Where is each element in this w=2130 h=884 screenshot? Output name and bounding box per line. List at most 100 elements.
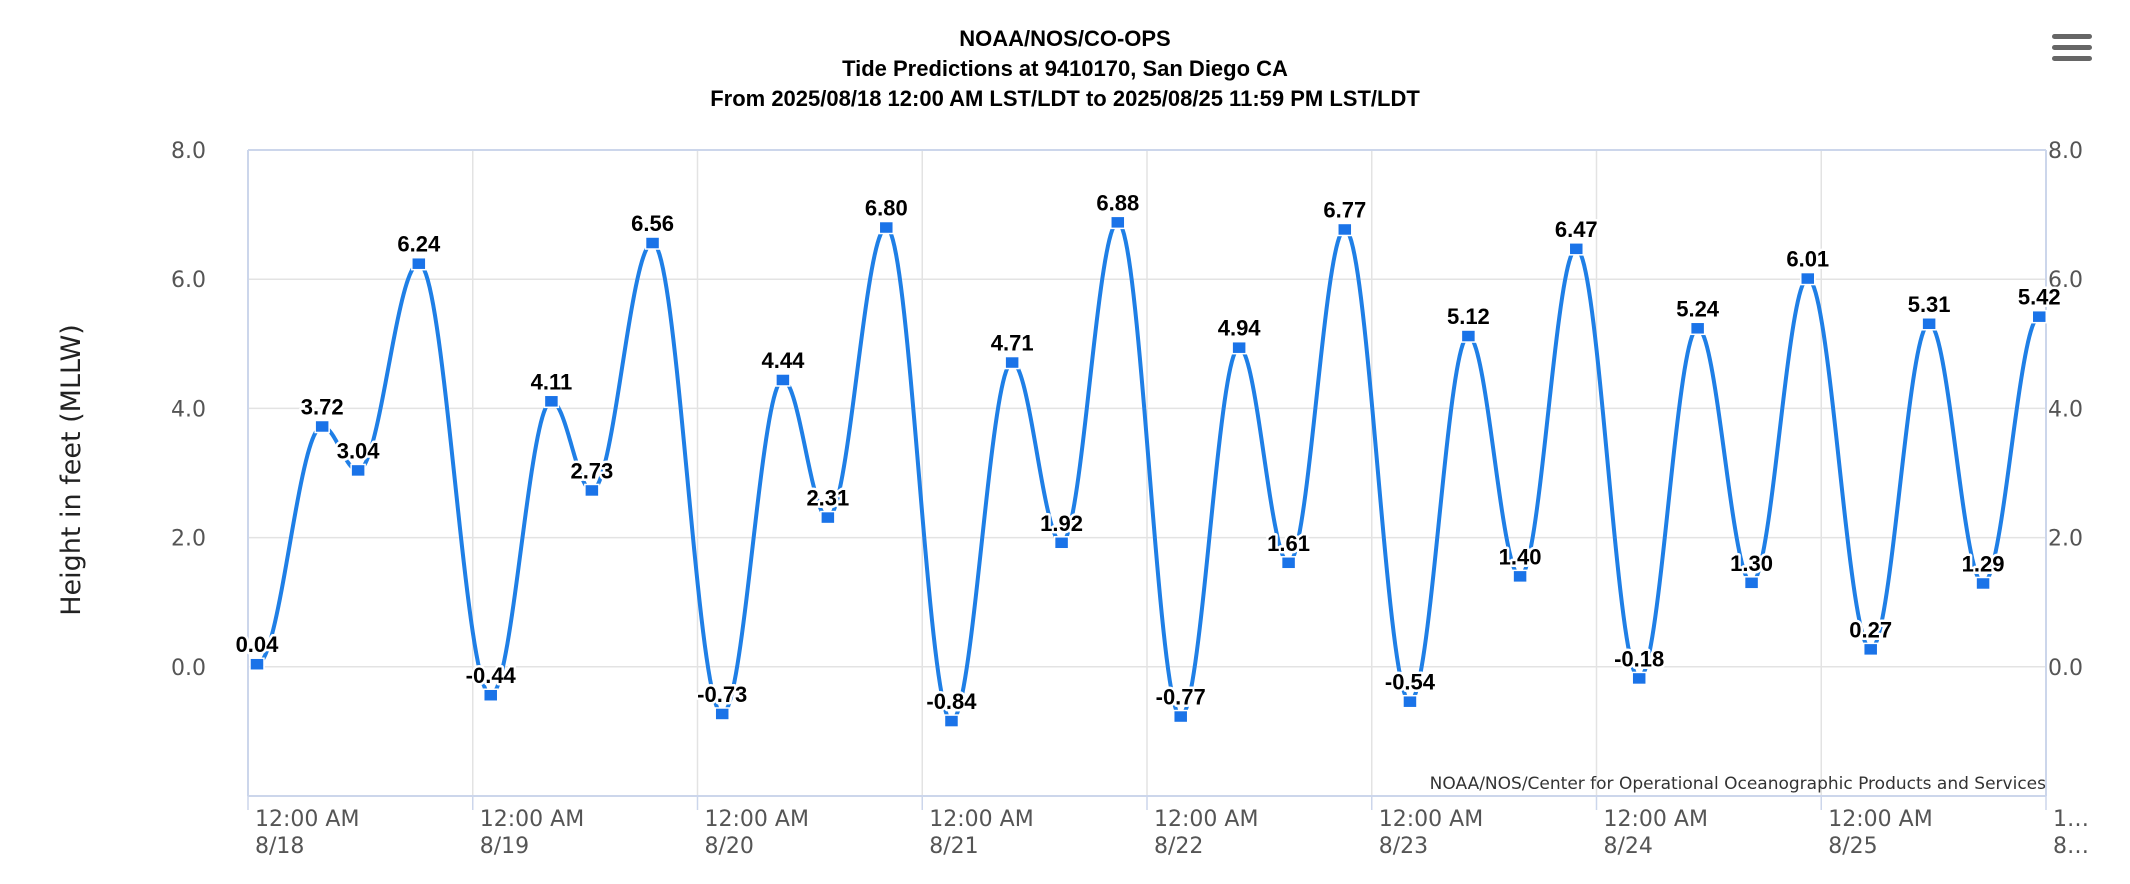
data-point-label: 0.04 bbox=[236, 632, 280, 657]
data-point-marker[interactable] bbox=[714, 707, 730, 721]
data-point-label: 2.73 bbox=[570, 458, 613, 483]
data-point-marker[interactable] bbox=[1800, 271, 1816, 286]
credit-text: NOAA/NOS/Center for Operational Oceanogr… bbox=[1430, 774, 2046, 794]
data-point-label: -0.18 bbox=[1614, 646, 1664, 671]
data-point-marker[interactable] bbox=[2031, 309, 2048, 324]
data-point-marker[interactable] bbox=[1512, 569, 1528, 584]
x-tick-label-time: 12:00 AM bbox=[705, 807, 809, 832]
data-point-label: -0.54 bbox=[1385, 670, 1436, 695]
data-point-label: 6.47 bbox=[1555, 217, 1598, 242]
data-point-label: -0.84 bbox=[926, 689, 977, 714]
x-tick-label-date: 8/25 bbox=[1828, 834, 1877, 859]
data-point-marker[interactable] bbox=[1975, 576, 1991, 591]
y-tick-label-left: 4.0 bbox=[171, 397, 206, 422]
data-point-marker[interactable] bbox=[1402, 694, 1418, 709]
data-point-label: 4.11 bbox=[531, 369, 573, 394]
data-point-marker[interactable] bbox=[314, 419, 330, 434]
x-tick-label-date: 8/18 bbox=[255, 834, 304, 859]
y-tick-label-right: 0.0 bbox=[2048, 656, 2083, 681]
data-point-marker[interactable] bbox=[820, 510, 836, 525]
data-labels: 0.04 3.72 3.04 6.24 -0.44 4.11 2.73 6.56 -0.73 4.… bbox=[233, 188, 2063, 717]
data-point-marker[interactable] bbox=[1280, 556, 1297, 570]
data-point-marker[interactable] bbox=[350, 463, 366, 478]
data-markers bbox=[249, 215, 2048, 728]
menu-bar bbox=[2052, 34, 2092, 39]
y-axis-title: Height in feet (MLLW) bbox=[56, 324, 87, 616]
y-tick-label-right: 6.0 bbox=[2048, 268, 2083, 293]
data-point-marker[interactable] bbox=[878, 220, 895, 235]
data-point-marker[interactable] bbox=[1004, 355, 1020, 370]
data-point-label: 1.61 bbox=[1267, 531, 1310, 556]
data-point-label: 5.31 bbox=[1908, 292, 1951, 317]
x-tick-label-date: 8/22 bbox=[1154, 834, 1203, 859]
chart-date-range: From 2025/08/18 12:00 AM LST/LDT to 2025… bbox=[710, 86, 1420, 111]
data-point-marker[interactable] bbox=[775, 373, 791, 387]
menu-bar bbox=[2052, 56, 2092, 61]
x-tick-label-time: 1… bbox=[2053, 807, 2089, 832]
data-point-label: 6.88 bbox=[1096, 190, 1139, 215]
x-tick-label-date: 8… bbox=[2053, 834, 2089, 859]
data-point-marker[interactable] bbox=[1743, 576, 1760, 590]
data-point-label: 6.01 bbox=[1786, 247, 1829, 272]
data-point-marker[interactable] bbox=[249, 657, 265, 671]
data-point-marker[interactable] bbox=[1921, 317, 1937, 331]
y-tick-label-right: 4.0 bbox=[2048, 397, 2083, 422]
x-tick-label-time: 12:00 AM bbox=[1828, 807, 1932, 832]
data-point-marker[interactable] bbox=[1460, 329, 1477, 343]
data-point-marker[interactable] bbox=[584, 483, 600, 498]
menu-bar bbox=[2052, 45, 2092, 50]
data-point-label: 1.30 bbox=[1730, 551, 1773, 576]
y-tick-label-left: 8.0 bbox=[171, 139, 206, 164]
data-point-marker[interactable] bbox=[644, 236, 661, 250]
data-point-label: 5.24 bbox=[1676, 296, 1720, 321]
data-point-label: 6.56 bbox=[631, 211, 674, 236]
data-point-label: -0.73 bbox=[697, 682, 747, 707]
y-tick-label-left: 0.0 bbox=[171, 656, 206, 681]
data-point-marker[interactable] bbox=[1689, 321, 1706, 336]
data-point-label: 6.80 bbox=[865, 196, 908, 221]
x-tick-label-time: 12:00 AM bbox=[929, 807, 1033, 832]
x-tick-label-time: 12:00 AM bbox=[1604, 807, 1708, 832]
data-point-marker[interactable] bbox=[943, 714, 960, 728]
data-point-label: 3.72 bbox=[301, 394, 344, 419]
y-tick-label-right: 8.0 bbox=[2048, 139, 2083, 164]
data-point-marker[interactable] bbox=[411, 256, 427, 271]
tide-series-line bbox=[256, 220, 2047, 724]
data-point-marker[interactable] bbox=[482, 688, 499, 702]
data-point-label: 1.40 bbox=[1499, 544, 1542, 569]
data-point-marker[interactable] bbox=[1568, 242, 1585, 256]
data-point-label: 4.94 bbox=[1218, 316, 1262, 341]
x-tick-label-date: 8/20 bbox=[705, 834, 754, 859]
data-point-label: 4.44 bbox=[761, 348, 805, 373]
data-point-marker[interactable] bbox=[1337, 222, 1353, 237]
data-point-label: 5.42 bbox=[2018, 285, 2061, 310]
y-tick-label-left: 6.0 bbox=[171, 268, 206, 293]
y-tick-label-right: 2.0 bbox=[2048, 527, 2083, 552]
x-tick-label-date: 8/24 bbox=[1604, 834, 1653, 859]
x-tick-label-date: 8/19 bbox=[480, 834, 529, 859]
data-point-marker[interactable] bbox=[1053, 536, 1070, 550]
data-point-label: 1.92 bbox=[1040, 511, 1083, 536]
data-point-label: 5.12 bbox=[1447, 304, 1490, 329]
chart-title: NOAA/NOS/CO-OPS bbox=[959, 26, 1170, 51]
x-tick-label-time: 12:00 AM bbox=[480, 807, 584, 832]
chart-subtitle: Tide Predictions at 9410170, San Diego C… bbox=[842, 56, 1288, 81]
series-tide-prediction bbox=[256, 220, 2047, 724]
data-point-label: -0.77 bbox=[1156, 685, 1206, 710]
data-point-marker[interactable] bbox=[1110, 215, 1126, 230]
data-point-label: 1.29 bbox=[1962, 551, 2005, 576]
x-tick-label-time: 12:00 AM bbox=[1154, 807, 1258, 832]
y-tick-label-left: 2.0 bbox=[171, 527, 206, 552]
data-point-marker[interactable] bbox=[1231, 340, 1247, 355]
data-point-marker[interactable] bbox=[1631, 671, 1647, 686]
data-point-label: 6.77 bbox=[1323, 197, 1366, 222]
data-point-marker[interactable] bbox=[1862, 642, 1879, 657]
hamburger-menu-icon[interactable] bbox=[2052, 34, 2092, 66]
data-point-label: -0.44 bbox=[466, 663, 517, 688]
x-tick-label-date: 8/23 bbox=[1379, 834, 1428, 859]
data-point-label: 4.71 bbox=[991, 331, 1034, 356]
data-point-marker[interactable] bbox=[1172, 709, 1189, 724]
data-point-marker[interactable] bbox=[543, 394, 560, 409]
data-point-label: 3.04 bbox=[337, 438, 381, 463]
